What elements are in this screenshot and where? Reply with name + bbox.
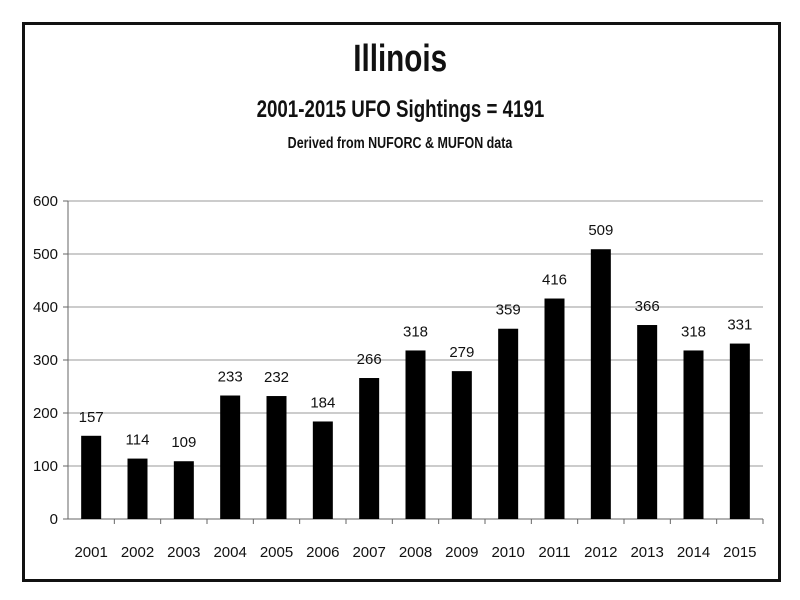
y-tick-label: 500 — [33, 246, 58, 263]
data-label-2012: 509 — [588, 222, 613, 239]
data-label-2004: 233 — [218, 369, 243, 386]
y-tick-label: 400 — [33, 299, 58, 316]
x-tick-label-2007: 2007 — [352, 544, 385, 561]
bar-2012 — [590, 249, 611, 520]
x-tick-label-2009: 2009 — [445, 544, 478, 561]
data-label-2009: 279 — [449, 344, 474, 361]
bar-2011 — [544, 298, 565, 519]
bar-2005 — [266, 396, 287, 519]
x-tick-label-2014: 2014 — [677, 544, 710, 561]
bar-2002 — [127, 458, 148, 519]
data-label-2001: 157 — [79, 409, 104, 426]
y-tick-label: 200 — [33, 405, 58, 422]
data-label-2003: 109 — [171, 434, 196, 451]
data-label-2002: 114 — [126, 432, 150, 449]
x-tick-label-2008: 2008 — [399, 544, 432, 561]
bar-2001 — [81, 435, 102, 519]
y-tick-label: 300 — [33, 352, 58, 369]
bar-2014 — [683, 350, 704, 519]
x-tick-label-2002: 2002 — [121, 544, 154, 561]
x-tick-label-2015: 2015 — [723, 544, 756, 561]
x-tick-label-2005: 2005 — [260, 544, 293, 561]
x-tick-label-2013: 2013 — [630, 544, 663, 561]
chart-subtitle: 2001-2015 UFO Sightings = 4191 — [256, 96, 544, 123]
y-tick-label: 100 — [33, 458, 58, 475]
y-tick-label: 600 — [33, 193, 58, 210]
x-tick-label-2010: 2010 — [491, 544, 524, 561]
bar-2003 — [173, 461, 194, 519]
x-tick-label-2006: 2006 — [306, 544, 339, 561]
data-label-2005: 232 — [264, 369, 289, 386]
data-label-2015: 331 — [727, 317, 752, 334]
data-label-2006: 184 — [310, 394, 335, 411]
chart-title: Illinois — [353, 38, 447, 80]
x-tick-label-2004: 2004 — [213, 544, 246, 561]
bar-2009 — [451, 371, 472, 519]
bar-2015 — [729, 343, 750, 519]
x-tick-label-2011: 2011 — [538, 544, 570, 561]
x-tick-label-2012: 2012 — [584, 544, 617, 561]
data-label-2007: 266 — [357, 351, 382, 368]
bar-2010 — [498, 328, 519, 519]
bar-2004 — [220, 395, 241, 519]
bar-2007 — [359, 378, 380, 519]
y-tick-label: 0 — [50, 511, 58, 528]
chart-frame — [22, 22, 781, 582]
chart-note: Derived from NUFORC & MUFON data — [287, 135, 513, 152]
bar-2008 — [405, 350, 426, 519]
data-label-2010: 359 — [496, 302, 521, 319]
x-tick-label-2003: 2003 — [167, 544, 200, 561]
x-tick-label-2001: 2001 — [74, 544, 107, 561]
bar-2006 — [312, 421, 333, 519]
data-label-2008: 318 — [403, 323, 428, 340]
data-label-2013: 366 — [635, 298, 660, 315]
data-label-2014: 318 — [681, 323, 706, 340]
data-label-2011: 416 — [542, 272, 567, 289]
bar-2013 — [637, 325, 658, 519]
